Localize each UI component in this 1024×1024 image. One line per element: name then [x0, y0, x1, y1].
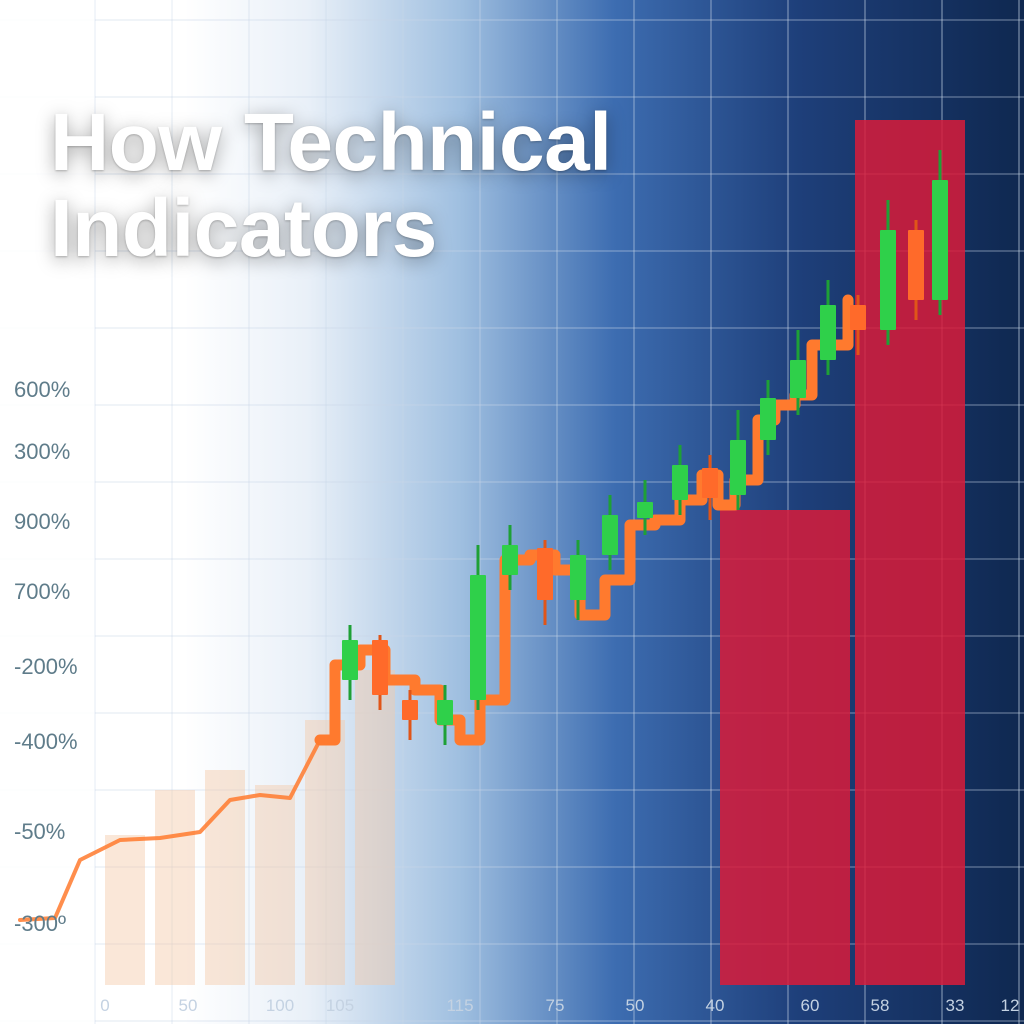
x-tick-label: 33	[946, 996, 965, 1016]
y-tick-label: 900%	[14, 509, 70, 535]
headline: How Technical Indicators	[50, 100, 612, 272]
x-tick-label: 105	[326, 996, 354, 1016]
y-tick-label: -400%	[14, 729, 78, 755]
y-tick-label: 700%	[14, 579, 70, 605]
x-tick-label: 12	[1001, 996, 1020, 1016]
y-tick-label: -50%	[14, 819, 65, 845]
x-tick-label: 0	[100, 996, 109, 1016]
y-tick-label: -300º	[14, 911, 66, 937]
x-tick-label: 115	[446, 996, 473, 1016]
headline-line2: Indicators	[50, 186, 612, 272]
y-tick-label: 300%	[14, 439, 70, 465]
x-tick-label: 50	[626, 996, 645, 1016]
x-tick-label: 50	[179, 996, 198, 1016]
y-tick-label: 600%	[14, 377, 70, 403]
x-tick-label: 100	[266, 996, 294, 1016]
y-tick-label: -200%	[14, 654, 78, 680]
chart-hero: How Technical Indicators 600% 300% 900% 700…	[0, 0, 1024, 1024]
x-tick-label: 58	[871, 996, 890, 1016]
x-tick-label: 75	[546, 996, 565, 1016]
headline-line1: How Technical	[50, 100, 612, 186]
x-tick-label: 40	[706, 996, 725, 1016]
x-tick-label: 60	[801, 996, 820, 1016]
